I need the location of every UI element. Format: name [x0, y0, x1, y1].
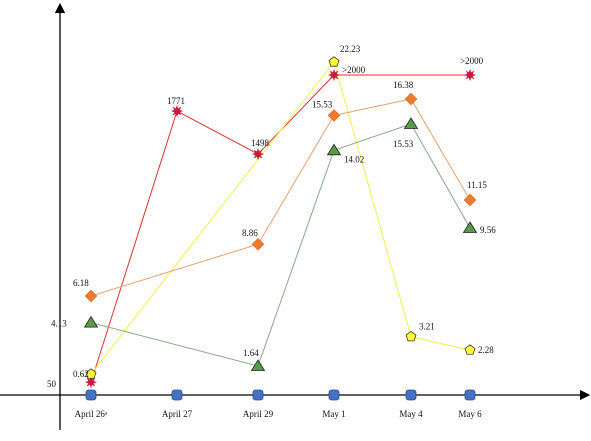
series-4-line	[90, 123, 471, 367]
series-3-diamond-marker	[404, 92, 418, 106]
x-tick-label: April 26ᵃ	[75, 409, 108, 419]
x-axis-category-marker	[252, 389, 264, 401]
data-label: 14.02	[344, 154, 364, 164]
data-label: 1771	[167, 96, 185, 106]
series-4-triangle-marker	[83, 315, 99, 328]
series-2-pentagon-marker	[328, 56, 340, 67]
data-label: 50	[47, 379, 57, 389]
x-axis-category-marker	[85, 389, 97, 401]
data-label: >2000	[460, 56, 484, 66]
data-label: 22.23	[340, 44, 361, 54]
x-axis-category-marker	[405, 389, 417, 401]
x-tick-label: May 6	[458, 409, 482, 419]
data-label: 1498	[251, 138, 270, 148]
series-2-pentagon-marker	[464, 344, 476, 355]
series-markers	[83, 56, 478, 389]
series-2-line	[90, 60, 471, 375]
series-2-pentagon-marker	[405, 330, 417, 342]
x-tick-label: May 1	[322, 409, 345, 419]
x-tick-label: April 29	[243, 409, 274, 419]
data-label: >2000	[342, 65, 366, 75]
series-1-star-marker	[463, 68, 477, 82]
x-axis-category-marker	[464, 389, 476, 401]
x-axis-ticks: April 26ᵃ April 27 April 29 May 1 May 4 May 6	[75, 389, 482, 419]
x-tick-label: May 4	[399, 409, 423, 419]
data-label: 3.21	[419, 322, 435, 332]
data-label: 11.15	[467, 180, 487, 190]
data-label: 4.13	[51, 319, 67, 329]
series-2-pentagon-marker	[85, 368, 97, 379]
series-3-diamond-marker	[84, 289, 98, 303]
data-label: 2.28	[478, 345, 494, 355]
data-label: 8.86	[242, 228, 258, 238]
axes	[0, 2, 591, 430]
series-4-triangle-marker	[462, 221, 478, 233]
data-label: 9.56	[480, 225, 496, 235]
series-1-star-marker	[84, 375, 98, 389]
x-axis-category-marker	[171, 389, 183, 401]
series-1-star-marker	[251, 147, 265, 161]
data-label: 6.18	[73, 278, 89, 288]
data-label: 16.38	[393, 80, 414, 90]
data-label: 0.62	[73, 369, 89, 379]
data-label: 15.53	[393, 139, 414, 149]
x-axis-category-marker	[328, 389, 340, 401]
series-4-triangle-marker	[326, 143, 342, 156]
series-4-triangle-marker	[250, 359, 266, 371]
series-1-star-marker	[170, 104, 184, 118]
data-label: 15.53	[312, 99, 333, 109]
data-labels: 50 1771 1498 >2000 >2000 0.62 22.23 3.21 2.28 6.1…	[47, 44, 496, 389]
series-3-diamond-marker	[463, 193, 477, 207]
series-1-star-marker	[327, 68, 341, 82]
series-3-diamond-marker	[251, 237, 265, 251]
x-tick-label: April 27	[162, 409, 193, 419]
series-4-triangle-marker	[403, 117, 419, 129]
series-3-diamond-marker	[327, 109, 341, 122]
data-label: 1.64	[243, 348, 259, 358]
